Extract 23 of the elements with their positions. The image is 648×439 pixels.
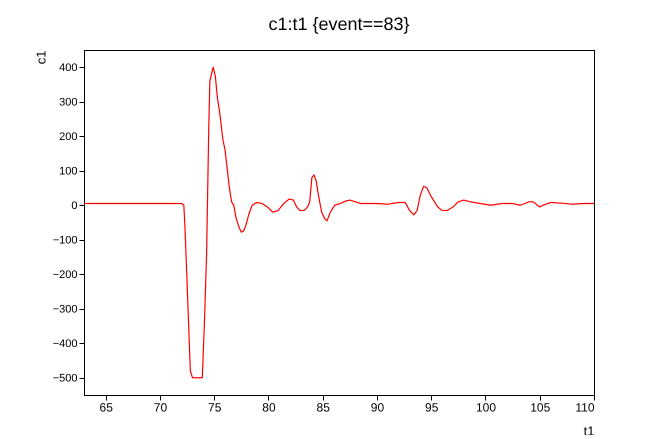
y-tick-label: 0 — [71, 200, 78, 212]
y-tick-label: −300 — [52, 303, 78, 316]
x-tick-label: 90 — [370, 400, 384, 414]
line-series — [84, 66, 594, 378]
x-tick-label: 70 — [154, 400, 168, 414]
y-tick-label: 200 — [59, 130, 78, 143]
x-tick-label: 65 — [100, 400, 114, 414]
x-tick-label: 85 — [316, 400, 330, 414]
x-tick-label: 80 — [262, 400, 276, 414]
x-tick-label: 95 — [425, 400, 439, 414]
x-tick-label: 100 — [476, 400, 496, 414]
x-tick-label: 75 — [208, 400, 222, 414]
y-tick-label: −100 — [52, 234, 78, 246]
y-tick-label: −200 — [52, 268, 78, 281]
y-tick-label: 400 — [59, 62, 78, 74]
y-tick-label: 300 — [59, 96, 78, 108]
y-tick-label: 100 — [59, 165, 78, 178]
y-axis-title: c1 — [34, 50, 48, 64]
y-tick-label: −400 — [52, 338, 78, 350]
chart-title: c1:t1 {event==83} — [268, 14, 410, 34]
x-tick-label: 105 — [530, 400, 551, 414]
x-tick-label: 110 — [575, 400, 595, 414]
y-tick-label: −500 — [52, 372, 78, 384]
